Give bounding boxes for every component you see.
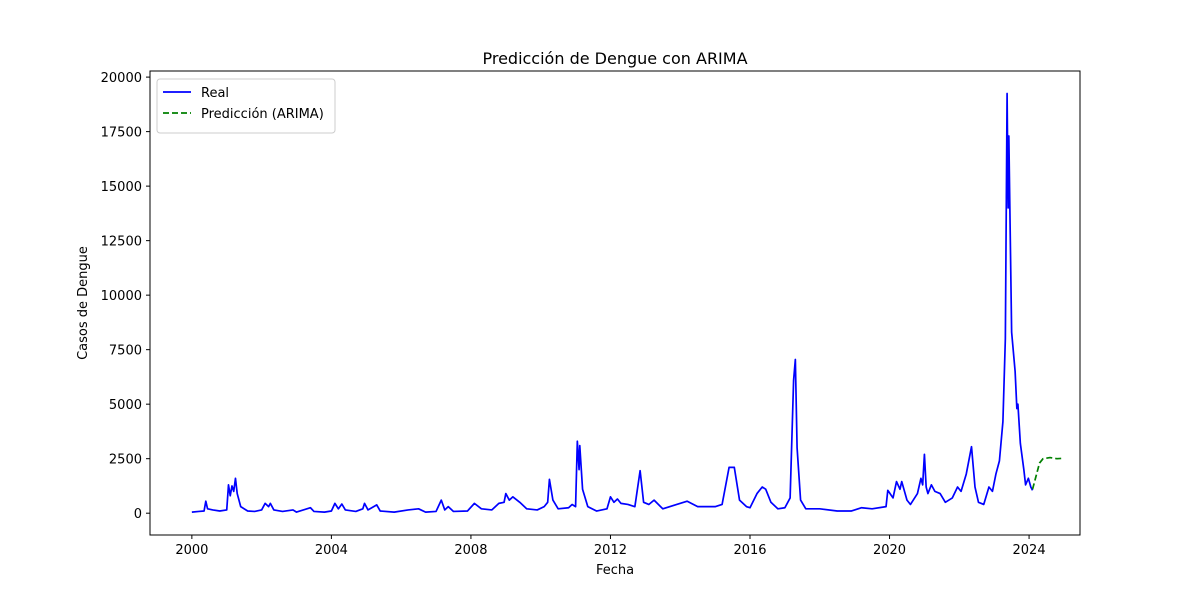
y-tick-label: 15000 xyxy=(101,180,142,195)
y-tick-label: 0 xyxy=(134,507,142,522)
x-tick-label: 2000 xyxy=(175,543,208,558)
legend: Real Predicción (ARIMA) xyxy=(156,78,336,134)
x-axis-label: Fecha xyxy=(596,563,634,578)
chart-title: Predicción de Dengue con ARIMA xyxy=(482,49,747,68)
y-tick-label: 12500 xyxy=(101,235,142,250)
y-tick-label: 17500 xyxy=(101,126,142,141)
x-tick-label: 2008 xyxy=(454,543,487,558)
x-tick-label: 2024 xyxy=(1013,543,1046,558)
y-tick-label: 5000 xyxy=(109,398,142,413)
y-tick-label: 7500 xyxy=(109,344,142,359)
legend-box xyxy=(156,78,336,134)
x-tick-label: 2020 xyxy=(873,543,906,558)
legend-label: Real xyxy=(201,86,229,101)
y-tick-label: 2500 xyxy=(109,453,142,468)
legend-label: Predicción (ARIMA) xyxy=(201,107,324,122)
x-tick-label: 2012 xyxy=(594,543,627,558)
y-tick-label: 20000 xyxy=(101,71,142,86)
y-tick-label: 10000 xyxy=(101,289,142,304)
series-line xyxy=(191,92,1034,513)
y-axis-label: Casos de Dengue xyxy=(76,246,91,360)
x-tick-label: 2004 xyxy=(315,543,348,558)
x-tick-label: 2016 xyxy=(733,543,766,558)
plot-frame xyxy=(149,70,1081,536)
series-line xyxy=(1031,456,1065,490)
